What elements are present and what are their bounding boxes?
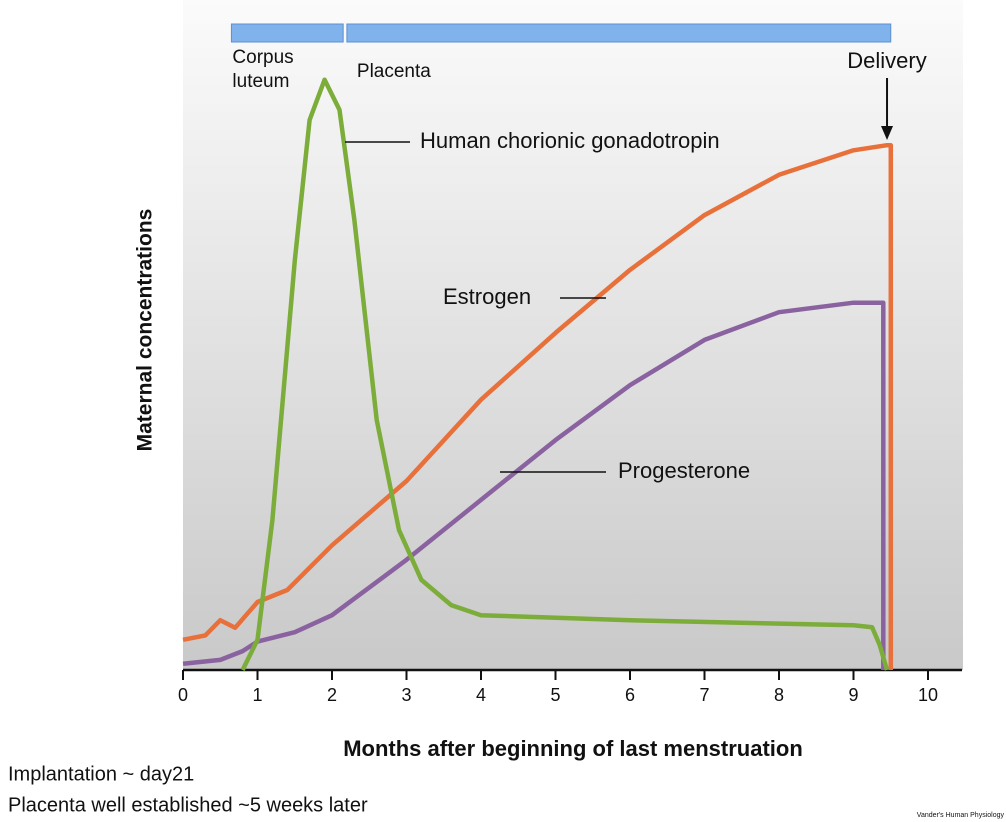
x-tick-label: 4 <box>476 685 486 705</box>
series-label: Progesterone <box>618 458 750 483</box>
x-tick-label: 0 <box>178 685 188 705</box>
note: Implantation ~ day21 <box>8 763 194 785</box>
x-tick-label: 6 <box>625 685 635 705</box>
x-tick-label: 3 <box>401 685 411 705</box>
phase-bar <box>230 23 344 43</box>
credit: Vander's Human Physiology <box>917 812 1005 819</box>
x-tick-label: 7 <box>699 685 709 705</box>
note: Placenta well established ~5 weeks later <box>8 794 368 816</box>
x-tick-label: 2 <box>327 685 337 705</box>
x-tick-label: 5 <box>550 685 560 705</box>
x-tick-label: 10 <box>918 685 938 705</box>
phase-label: Corpus <box>232 47 293 68</box>
phase-bar <box>346 23 892 43</box>
phase-label: luteum <box>232 71 289 92</box>
annotation-arrowhead <box>881 126 894 140</box>
series-label: Human chorionic gonadotropin <box>420 128 720 153</box>
x-tick-label: 9 <box>848 685 858 705</box>
phase-label: Placenta <box>357 61 431 82</box>
annotation: Delivery <box>847 48 926 73</box>
plot-background <box>183 0 963 670</box>
line-series <box>182 142 894 670</box>
series-label: Estrogen <box>443 284 531 309</box>
y-axis-label: Maternal concentrations <box>134 209 157 452</box>
line-series <box>240 77 890 671</box>
x-tick-label: 8 <box>774 685 784 705</box>
x-tick-label: 1 <box>252 685 262 705</box>
x-axis-label: Months after beginning of last menstruat… <box>343 736 803 761</box>
line-series <box>182 300 886 670</box>
